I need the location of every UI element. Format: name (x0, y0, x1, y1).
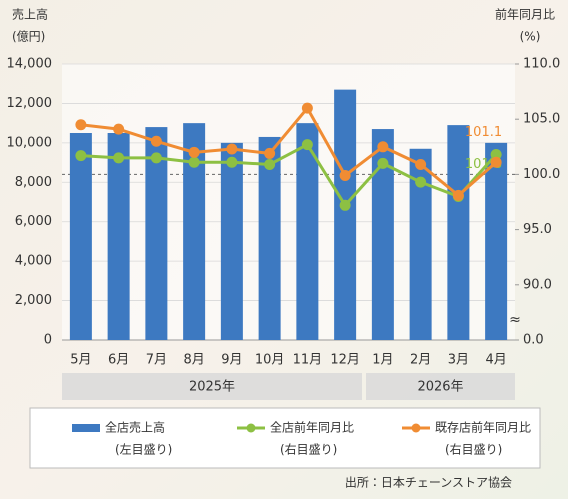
bar (107, 133, 130, 340)
x-tick-label: 2月 (410, 353, 431, 368)
x-tick-label: 9月 (221, 353, 242, 368)
point (452, 189, 464, 201)
point (377, 157, 389, 169)
bar (258, 136, 281, 340)
y2-title: (%) (520, 30, 541, 44)
y-tick-label: 4,000 (15, 254, 52, 269)
bar (296, 123, 319, 341)
y-tick-label: 0 (44, 333, 52, 348)
point (377, 141, 389, 153)
point (264, 147, 276, 159)
group-label: 2026年 (417, 380, 463, 395)
y-tick-label: 8,000 (15, 175, 52, 190)
point (490, 149, 502, 161)
point (188, 156, 200, 168)
point (339, 199, 351, 211)
y2-tick-label: 110.0 (523, 57, 560, 72)
bar (183, 123, 206, 341)
y-title: (億円) (12, 30, 45, 44)
point (301, 139, 313, 151)
bar (334, 89, 357, 340)
source: 出所：日本チェーンストア協会 (345, 475, 512, 490)
point (150, 152, 162, 164)
point (75, 119, 87, 131)
point (415, 158, 427, 170)
x-tick-label: 5月 (70, 353, 91, 368)
point (415, 176, 427, 188)
x-tick-label: 6月 (108, 353, 129, 368)
point (113, 152, 125, 164)
group-band (366, 373, 515, 400)
bar (220, 142, 243, 340)
axis-break: ≈ (509, 312, 521, 328)
bar (371, 129, 394, 340)
x-tick-label: 3月 (448, 353, 469, 368)
legend-swatch (246, 423, 256, 433)
x-tick-label: 8月 (183, 353, 204, 368)
x-tick-label: 10月 (255, 353, 285, 368)
legend-note: (左目盛り) (115, 442, 172, 457)
y2-title: 前年同月比 (495, 7, 555, 22)
x-tick-label: 1月 (372, 353, 393, 368)
plot-area (62, 64, 515, 340)
bar (485, 142, 508, 340)
line (80, 142, 498, 208)
legend-swatch (411, 423, 421, 433)
bar (145, 127, 168, 340)
y2-tick-label: 100.0 (523, 167, 560, 182)
legend (29, 407, 541, 469)
x-tick-label: 4月 (485, 353, 506, 368)
y2-tick-label: 105.0 (523, 112, 560, 127)
bar (69, 133, 92, 340)
legend-note: (右目盛り) (445, 442, 502, 457)
x-tick-label: 11月 (293, 353, 323, 368)
group-band (62, 373, 362, 400)
point (226, 143, 238, 155)
x-tick-label: 7月 (146, 353, 167, 368)
y-tick-label: 12,000 (7, 96, 53, 111)
y-title: 売上高 (12, 7, 48, 22)
x-tick-label: 12月 (330, 353, 360, 368)
y-tick-label: 6,000 (15, 214, 52, 229)
point (150, 135, 162, 147)
y-tick-label: 2,000 (15, 293, 52, 308)
bar (409, 148, 432, 340)
bar (447, 125, 470, 340)
y2-tick-label: 0.0 (523, 333, 544, 348)
legend-label: 全店売上高 (105, 420, 165, 435)
point (339, 170, 351, 182)
line (80, 105, 498, 198)
y2-tick-label: 90.0 (523, 277, 552, 292)
y-tick-label: 10,000 (7, 135, 53, 150)
point (113, 123, 125, 135)
data-label: 101.1 (465, 125, 502, 140)
point (301, 102, 313, 114)
y2-tick-label: 95.0 (523, 222, 552, 237)
y-tick-label: 14,000 (7, 57, 53, 72)
group-label: 2025年 (189, 380, 235, 395)
point (188, 146, 200, 158)
point (75, 150, 87, 162)
point (264, 158, 276, 170)
legend-swatch (72, 424, 100, 432)
point (490, 156, 502, 168)
legend-label: 既存店前年同月比 (435, 420, 531, 435)
legend-label: 全店前年同月比 (270, 420, 354, 435)
legend-note: (右目盛り) (280, 442, 337, 457)
point (226, 156, 238, 168)
